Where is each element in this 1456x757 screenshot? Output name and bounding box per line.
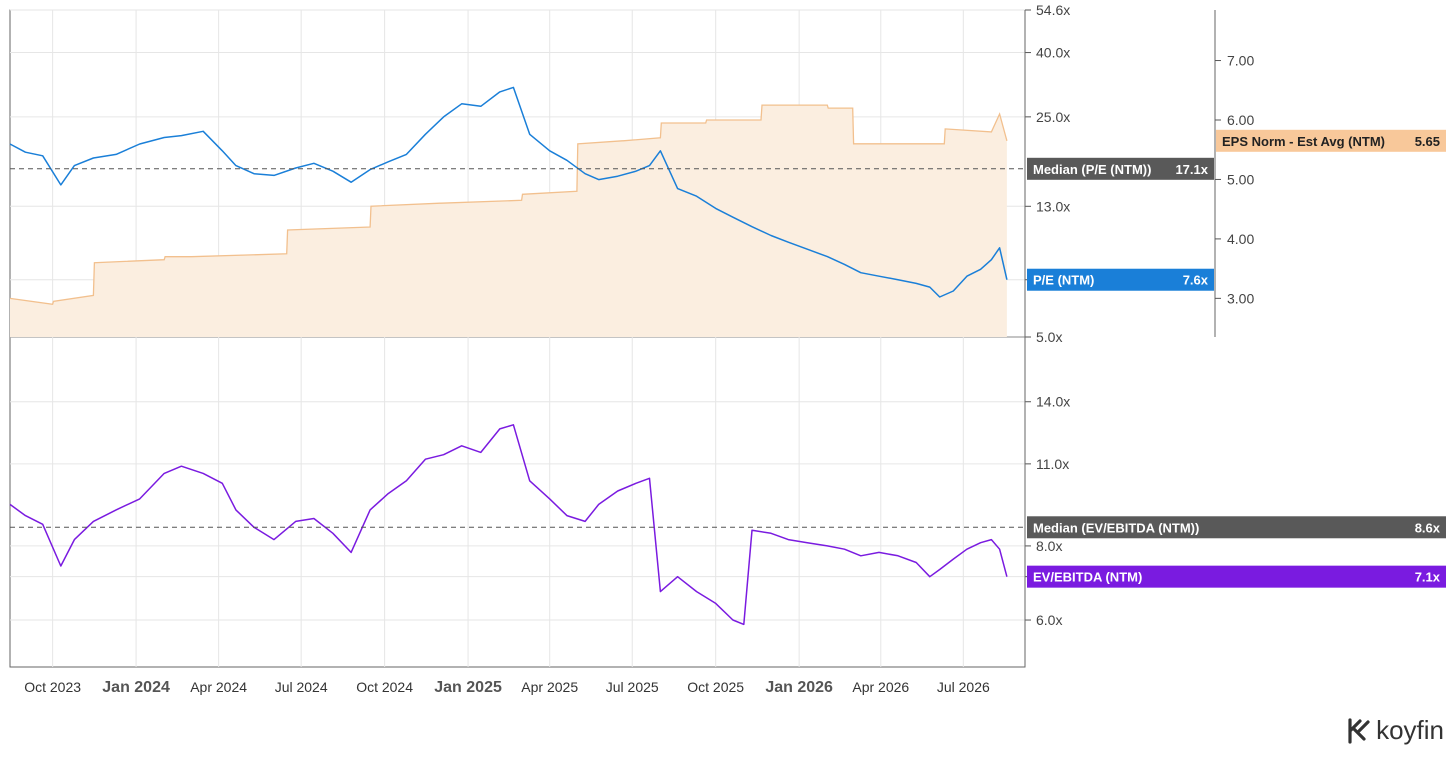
x-tick-label: Jan 2026	[765, 679, 833, 696]
x-tick-label: Apr 2026	[852, 679, 909, 695]
y-tick-label-top: 25.0x	[1036, 109, 1070, 125]
pe-median-tag-bg	[1027, 157, 1214, 180]
x-tick-label: Oct 2023	[24, 679, 81, 695]
ev-latest-tag-bg	[1027, 565, 1446, 588]
eps-tick-label: 6.00	[1227, 112, 1254, 128]
pe-median-tag-label: Median (P/E (NTM))	[1033, 162, 1151, 177]
x-tick-label: Jan 2024	[102, 679, 170, 696]
y-tick-label-top: 13.0x	[1036, 198, 1070, 214]
eps-latest-tag-bg	[1216, 129, 1446, 152]
y-tick-label-top: 5.0x	[1036, 329, 1062, 345]
x-tick-label: Oct 2025	[687, 679, 744, 695]
y-tick-label-top: 40.0x	[1036, 45, 1070, 61]
x-tick-label: Oct 2024	[356, 679, 413, 695]
eps-area	[10, 105, 1007, 337]
eps-latest-tag-label: EPS Norm - Est Avg (NTM)	[1222, 134, 1385, 149]
y-tick-label-bottom: 6.0x	[1036, 612, 1062, 628]
brand-logo: koyfin	[1346, 715, 1444, 746]
x-tick-label: Jul 2024	[275, 679, 328, 695]
x-tick-label: Apr 2025	[521, 679, 578, 695]
ev-ebitda-line	[9, 424, 1008, 626]
y-tick-label-top: 54.6x	[1036, 2, 1070, 18]
eps-tick-label: 5.00	[1227, 171, 1254, 187]
ev-latest-tag-label: EV/EBITDA (NTM)	[1033, 570, 1142, 585]
pe-latest-tag-value: 7.6x	[1183, 273, 1209, 288]
brand-name: koyfin	[1376, 715, 1444, 745]
eps-tick-label: 4.00	[1227, 231, 1254, 247]
koyfin-logo-icon	[1348, 717, 1370, 744]
x-tick-label: Apr 2024	[190, 679, 247, 695]
eps-tick-label: 7.00	[1227, 53, 1254, 69]
y-tick-label-bottom: 8.0x	[1036, 538, 1062, 554]
eps-latest-tag-value: 5.65	[1415, 134, 1440, 149]
x-tick-label: Jan 2025	[434, 679, 502, 696]
plot-frame	[9, 9, 1026, 668]
x-tick-label: Jul 2025	[606, 679, 659, 695]
y-tick-label-bottom: 14.0x	[1036, 394, 1070, 410]
pe-median-tag-value: 17.1x	[1175, 162, 1208, 177]
ev-median-tag-value: 8.6x	[1415, 520, 1441, 535]
pe-line	[9, 86, 1008, 298]
eps-tick-label: 3.00	[1227, 290, 1254, 306]
y-tick-label-bottom: 11.0x	[1036, 456, 1069, 472]
ev-latest-tag-value: 7.1x	[1415, 570, 1441, 585]
pe-latest-tag-bg	[1027, 268, 1214, 291]
x-tick-label: Jul 2026	[937, 679, 990, 695]
ev-median-tag-bg	[1027, 516, 1446, 539]
ev-median-tag-label: Median (EV/EBITDA (NTM))	[1033, 520, 1199, 535]
pe-latest-tag-label: P/E (NTM)	[1033, 273, 1094, 288]
